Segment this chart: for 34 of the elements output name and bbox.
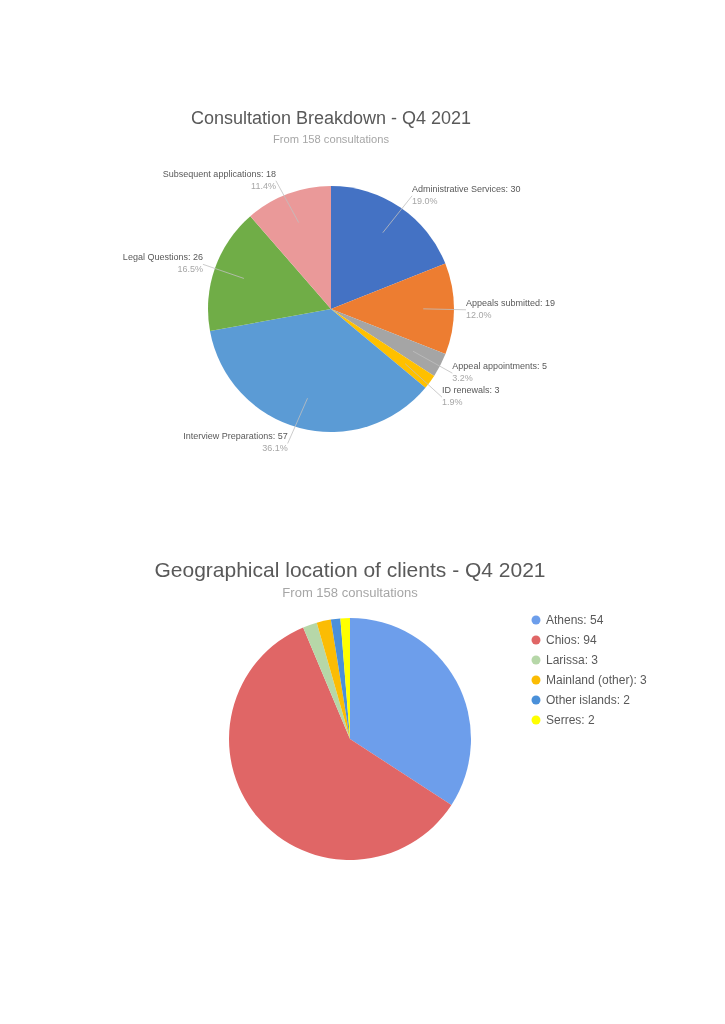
pie-slice xyxy=(229,627,452,860)
slice-label: Appeals submitted: 19 xyxy=(466,297,556,308)
pie-slice xyxy=(210,309,426,432)
slice-label: ID renewals: 3 xyxy=(441,385,500,396)
chart-subtitle: From 158 consultations xyxy=(282,584,419,600)
chart-title: Consultation Breakdown - Q4 2021 xyxy=(190,107,472,128)
data-label: 19.0% xyxy=(412,195,438,206)
data-label: 1.9% xyxy=(441,397,463,408)
pie-slice xyxy=(208,216,331,332)
legend-label: Athens: 54 xyxy=(546,613,604,627)
slice-label: Interview Preparations: 57 xyxy=(183,431,288,442)
data-label: 16.5% xyxy=(177,264,203,275)
data-label: 36.1% xyxy=(262,443,288,454)
data-label: 12.0% xyxy=(466,309,492,320)
pie-slice xyxy=(316,619,350,739)
pie-slice xyxy=(331,263,454,355)
pie-slice xyxy=(350,618,471,805)
slice-label: Administrative Services: 30 xyxy=(412,183,521,194)
chart-subtitle: From 158 consultations xyxy=(273,132,390,145)
chart-title: Geographical location of clients - Q4 2021 xyxy=(154,557,546,581)
legend-label: Chios: 94 xyxy=(546,633,598,647)
slice-label: Subsequent applications: 18 xyxy=(162,168,276,179)
data-label: 11.4% xyxy=(251,180,276,191)
legend-label: Serres: 2 xyxy=(546,713,596,727)
slice-label: Legal Questions: 26 xyxy=(122,252,203,263)
data-label: 3.2% xyxy=(452,373,473,384)
legend-label: Larissa: 3 xyxy=(546,653,599,667)
legend-label: Mainland (other): 3 xyxy=(546,673,648,687)
pie-slice xyxy=(331,309,446,376)
pie-slice xyxy=(303,622,350,739)
pie-slice xyxy=(330,618,350,739)
pie-slice xyxy=(331,309,435,388)
legend-label: Other islands: 2 xyxy=(546,693,631,707)
slice-label: Appeal appointments: 5 xyxy=(452,361,547,372)
